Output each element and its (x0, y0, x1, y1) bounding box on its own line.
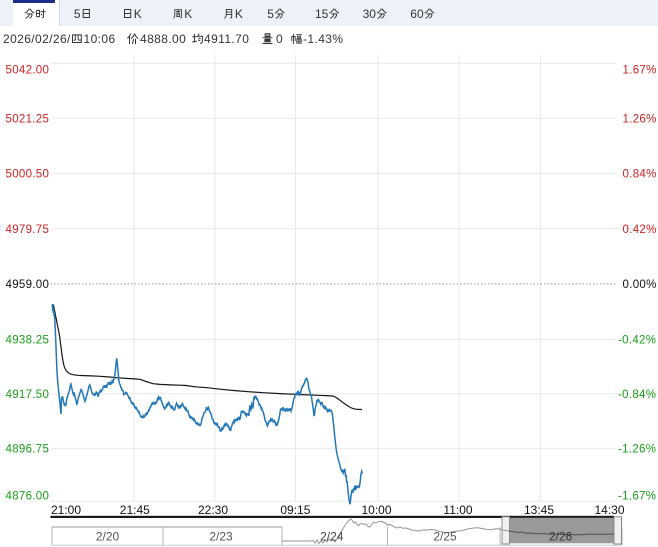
svg-text:-1.43%: -1.43% (303, 32, 343, 46)
svg-text:10:00: 10:00 (361, 503, 391, 517)
svg-text:5000.50: 5000.50 (6, 169, 50, 181)
svg-text:4911.70: 4911.70 (204, 32, 249, 46)
svg-text:0.42%: 0.42% (623, 224, 657, 236)
svg-text:5021.25: 5021.25 (6, 113, 50, 125)
svg-text:-0.42%: -0.42% (618, 334, 656, 346)
svg-text:K: K (235, 7, 243, 21)
svg-text:2/23: 2/23 (209, 529, 233, 543)
svg-text:K: K (134, 7, 142, 21)
svg-text:0: 0 (276, 32, 283, 46)
svg-text:09:15: 09:15 (280, 503, 310, 517)
svg-text:30: 30 (363, 7, 377, 21)
svg-text:4888.00: 4888.00 (140, 32, 186, 46)
svg-text:2/26: 2/26 (549, 529, 573, 543)
svg-text:2/20: 2/20 (96, 529, 120, 543)
svg-text:1.67%: 1.67% (623, 64, 657, 76)
svg-text:0.84%: 0.84% (623, 169, 657, 181)
svg-text:22:30: 22:30 (198, 503, 228, 517)
svg-text:15: 15 (315, 7, 329, 21)
svg-text:K: K (184, 7, 192, 21)
svg-text:60: 60 (410, 7, 424, 21)
svg-text:10:06: 10:06 (84, 32, 116, 46)
svg-text:4979.75: 4979.75 (6, 224, 50, 236)
svg-text:0.00%: 0.00% (623, 279, 657, 291)
svg-text:1.26%: 1.26% (623, 113, 657, 125)
svg-text:21:00: 21:00 (51, 503, 81, 517)
svg-text:2/24: 2/24 (320, 529, 344, 543)
svg-text:4876.00: 4876.00 (6, 491, 50, 503)
svg-text:14:30: 14:30 (594, 503, 624, 517)
svg-text:2/25: 2/25 (433, 529, 457, 543)
svg-text:4917.50: 4917.50 (6, 389, 50, 401)
svg-text:2026/02/26/: 2026/02/26/ (3, 32, 71, 46)
svg-text:-1.67%: -1.67% (618, 491, 656, 503)
svg-text:13:45: 13:45 (524, 503, 554, 517)
svg-text:-0.84%: -0.84% (618, 389, 656, 401)
svg-text:5: 5 (267, 7, 274, 21)
svg-text:11:00: 11:00 (443, 503, 472, 517)
svg-text:21:45: 21:45 (120, 503, 150, 517)
svg-text:5: 5 (74, 7, 81, 21)
svg-text:4959.00: 4959.00 (6, 279, 50, 291)
svg-text:4938.25: 4938.25 (6, 334, 50, 346)
svg-text:5042.00: 5042.00 (6, 64, 50, 76)
svg-text:-1.26%: -1.26% (618, 443, 656, 455)
svg-text:4896.75: 4896.75 (6, 443, 50, 455)
